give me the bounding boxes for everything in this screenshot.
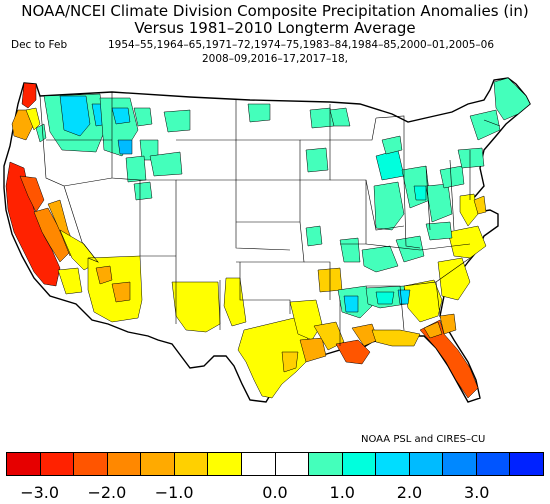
colorbar-tick-label: −3.0 xyxy=(20,483,60,502)
colorbar-swatch xyxy=(107,453,142,475)
colorbar-tick-label: 3.0 xyxy=(464,483,490,502)
colorbar-swatch xyxy=(342,453,377,475)
colorbar-swatch xyxy=(309,453,343,475)
colorbar-swatch xyxy=(174,453,209,475)
colorbar-tick-label: −1.0 xyxy=(154,483,194,502)
map-subtitle: Versus 1981–2010 Longterm Average xyxy=(134,19,416,37)
season-label: Dec to Feb xyxy=(11,39,68,51)
colorbar-swatch xyxy=(208,453,242,475)
colorbar-swatch xyxy=(275,453,310,475)
state-boundaries xyxy=(39,92,501,346)
colorbar-swatch xyxy=(7,453,41,475)
colorbar-swatch xyxy=(376,453,410,475)
composite-years-line1: 1954–55,1964–65,1971–72,1974–75,1983–84,… xyxy=(108,39,495,51)
colorbar-swatch xyxy=(510,453,543,475)
colorbar-tick-label: 0.0 xyxy=(262,483,288,502)
colorbar-swatch xyxy=(443,453,477,475)
map-title: NOAA/NCEI Climate Division Composite Pre… xyxy=(21,2,529,20)
data-credit: NOAA PSL and CIRES–CU xyxy=(361,434,486,445)
colorbar-swatch xyxy=(40,453,75,475)
colorbar-swatch xyxy=(409,453,444,475)
colorbar-swatch xyxy=(74,453,108,475)
colorbar-swatch xyxy=(476,453,511,475)
colorbar xyxy=(6,452,544,476)
colorbar-tick-label: 1.0 xyxy=(329,483,355,502)
colorbar-tick-label: −2.0 xyxy=(87,483,127,502)
colorbar-swatch xyxy=(141,453,175,475)
composite-years-line2: 2008–09,2016–17,2017–18, xyxy=(201,53,348,65)
colorbar-tick-label: 2.0 xyxy=(396,483,423,502)
colorbar-swatch xyxy=(241,453,276,475)
us-climate-division-map xyxy=(3,77,531,403)
anomaly-regions xyxy=(5,77,531,399)
